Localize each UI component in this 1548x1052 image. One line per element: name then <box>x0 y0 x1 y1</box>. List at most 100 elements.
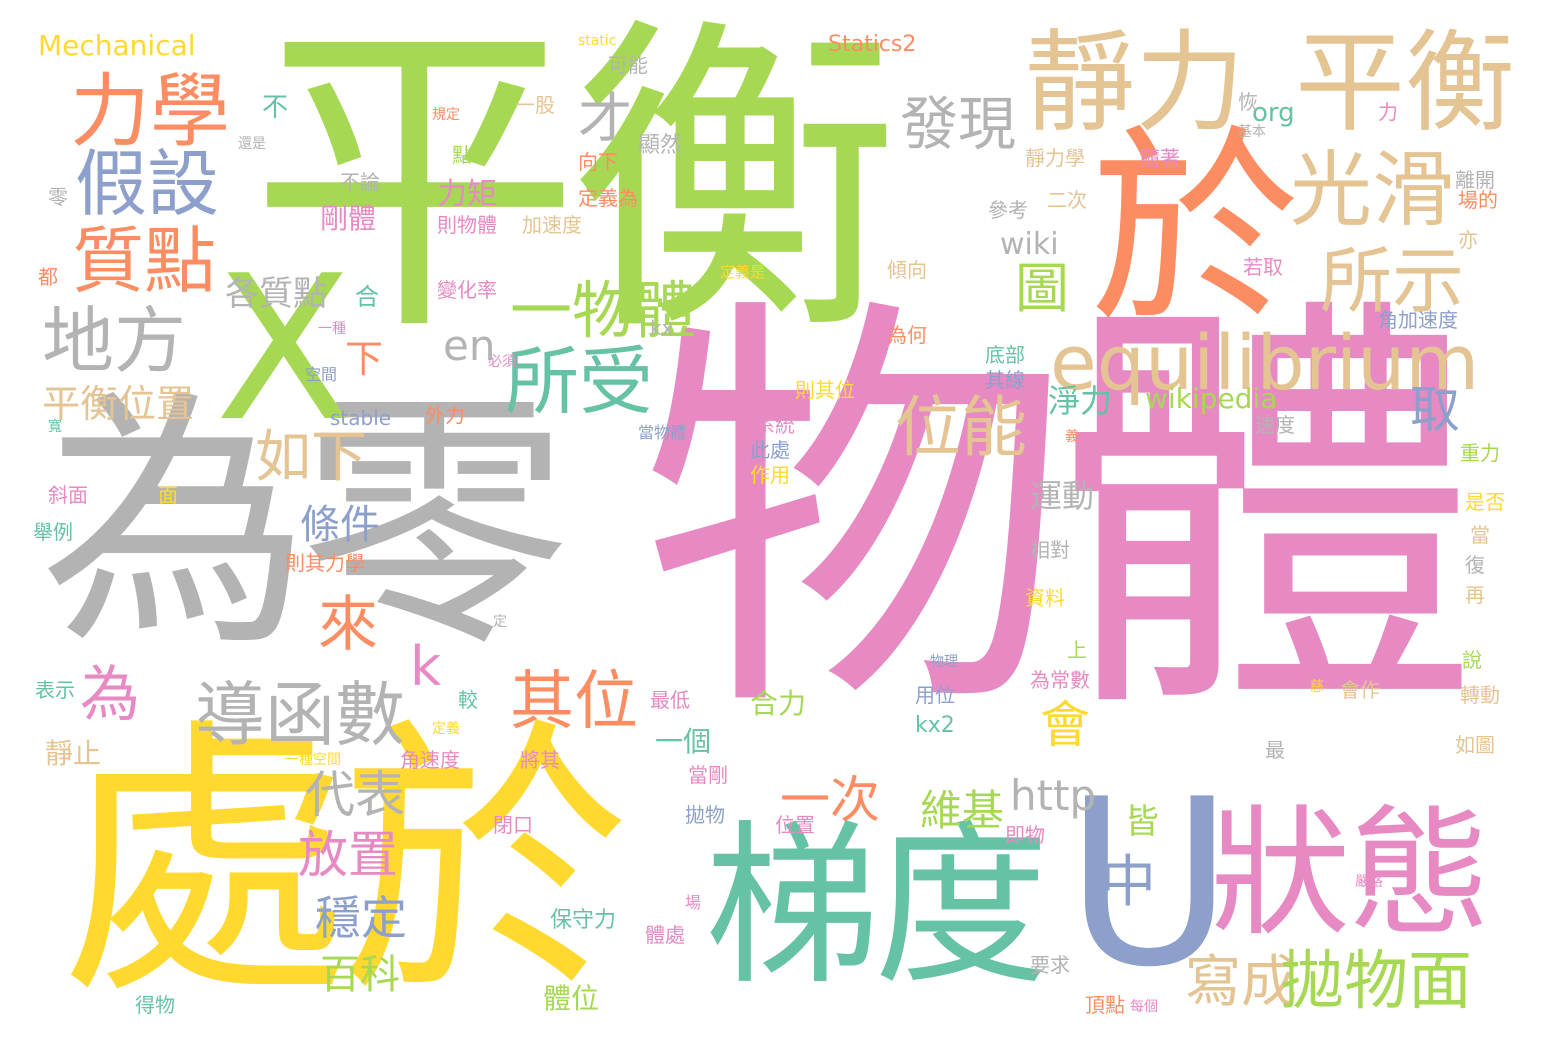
word-at: 於 <box>1090 107 1301 352</box>
word-put-it: 將其 <box>520 748 560 772</box>
word-slope: 斜面 <box>48 483 88 507</box>
word-data: 資料 <box>1025 586 1065 610</box>
word-discover: 發現 <box>900 90 1017 158</box>
word-also: 亦 <box>1458 228 1478 252</box>
word-first-order: 一次 <box>780 771 880 829</box>
word-whether: 是否 <box>1465 490 1505 514</box>
word-conservative-force: 保守力 <box>550 908 617 933</box>
word-when-rigid: 當剛 <box>688 763 728 787</box>
word-stable-en: stable <box>330 406 392 430</box>
word-each-particle: 各質點 <box>225 274 327 314</box>
word-equilibrium: equilibrium <box>1050 318 1480 407</box>
word-force: 力 <box>1378 100 1398 124</box>
word-along-with: 隨著 <box>1140 146 1180 170</box>
word-balance-small: 平衡 <box>1295 19 1515 147</box>
word-received: 所受 <box>505 339 653 425</box>
word-zero-small: 零 <box>48 185 68 209</box>
word-reference: 參考 <box>988 198 1028 222</box>
word-obviously: 顯然 <box>638 133 683 158</box>
word-express: 表示 <box>35 678 75 702</box>
word-come: 來 <box>318 590 378 660</box>
word-use-position: 用位 <box>915 683 955 707</box>
word-x: X <box>215 233 353 466</box>
word-basic: 基本 <box>1238 124 1266 140</box>
word-net-force: 淨力 <box>1048 382 1113 420</box>
word-smooth: 光滑 <box>1290 143 1455 238</box>
word-rule: 規定 <box>432 107 460 123</box>
word-restore: 恢 <box>1238 90 1258 114</box>
word-k: k <box>410 635 442 698</box>
word-static: static <box>578 33 617 49</box>
word-quadratic: 二次 <box>1047 188 1087 212</box>
word-acceleration: 加速度 <box>522 213 582 237</box>
word-body-at: 體處 <box>645 923 685 947</box>
word-located-large: 處於 <box>60 696 630 1033</box>
word-field-of: 場的 <box>1458 188 1498 212</box>
word-vertex: 頂點 <box>1085 993 1125 1017</box>
word-all: 皆 <box>1125 802 1159 842</box>
word-parabola: 拋物 <box>685 803 725 827</box>
word-motion: 運動 <box>1030 477 1095 515</box>
word-get-object: 得物 <box>135 993 175 1017</box>
word-its-line: 其線 <box>985 368 1025 392</box>
word-rotate: 轉動 <box>1460 683 1500 707</box>
word-when: 當 <box>1470 523 1490 547</box>
word-particle: 質點 <box>72 219 217 303</box>
word-kx: kx <box>650 316 674 340</box>
word-recover: 復 <box>1465 553 1485 577</box>
word-angular-acceleration: 角加速度 <box>1378 308 1458 332</box>
word-relative: 相對 <box>1030 538 1070 562</box>
word-position: 位置 <box>775 813 815 837</box>
word-regardless: 不論 <box>340 170 380 194</box>
word-strict: 嚴格 <box>1355 874 1383 890</box>
word-statics: 靜力 <box>1025 19 1245 147</box>
word-when-object: 當物體 <box>638 423 687 442</box>
word-definition-is: 定義是 <box>720 263 766 281</box>
word-its-position: 其位 <box>510 665 638 739</box>
word-kx2: kx2 <box>915 713 955 738</box>
word-down: 下 <box>345 337 384 381</box>
word-gravity: 重力 <box>1460 441 1500 465</box>
word-space: 空間 <box>305 365 338 384</box>
word-assume: 假設 <box>75 142 220 226</box>
word-statics-full: 靜力學 <box>1025 146 1085 170</box>
word-system: 系統 <box>755 413 795 437</box>
word-wiki-cn: 維基 <box>920 786 1005 835</box>
word-state: 狀態 <box>1210 793 1491 956</box>
word-definition: 定義 <box>432 721 460 737</box>
word-place: 地方 <box>42 299 187 383</box>
word-middle: 中 <box>1100 850 1156 915</box>
word-equilibrium-position: 平衡位置 <box>42 382 195 426</box>
word-downward: 向下 <box>578 150 618 174</box>
word-open: 閉口 <box>493 813 533 837</box>
word-a-kind: 一種 <box>318 321 346 337</box>
word-will-do: 會作 <box>1340 678 1380 702</box>
word-why: 為何 <box>887 323 927 347</box>
word-encyclopedia: 百科 <box>320 952 400 998</box>
word-a-stream: 一股 <box>515 93 555 117</box>
word-combine: 合 <box>355 283 379 311</box>
word-tend: 傾向 <box>887 258 927 282</box>
word-at-rest: 靜止 <box>45 737 102 770</box>
word-an-object: 一物體 <box>510 274 697 347</box>
word-body-position: 體位 <box>543 982 600 1015</box>
word-external-force: 外力 <box>425 403 465 427</box>
word-all-small: 都 <box>38 265 58 289</box>
word-must: 必須 <box>488 354 516 370</box>
word-write-as: 寫成 <box>1185 950 1297 1015</box>
word-resultant-force: 合力 <box>750 687 807 720</box>
word-condition: 條件 <box>300 502 380 548</box>
word-up: 上 <box>1067 638 1087 662</box>
word-then-its-position: 則其位 <box>795 378 855 402</box>
word-constant: 為常數 <box>1030 668 1090 692</box>
word-require: 要求 <box>1030 953 1070 977</box>
word-not: 不 <box>262 93 289 123</box>
word-wikipedia: wikipedia <box>1145 382 1278 415</box>
word-one: 一個 <box>655 725 712 758</box>
word-bottom: 底部 <box>985 343 1025 367</box>
word-as-follows: 如下 <box>255 425 367 490</box>
word-surface: 面 <box>158 483 178 507</box>
word-possible: 可能 <box>608 53 648 77</box>
word-fixed: 定 <box>493 614 507 630</box>
word-will: 會 <box>1040 696 1090 754</box>
